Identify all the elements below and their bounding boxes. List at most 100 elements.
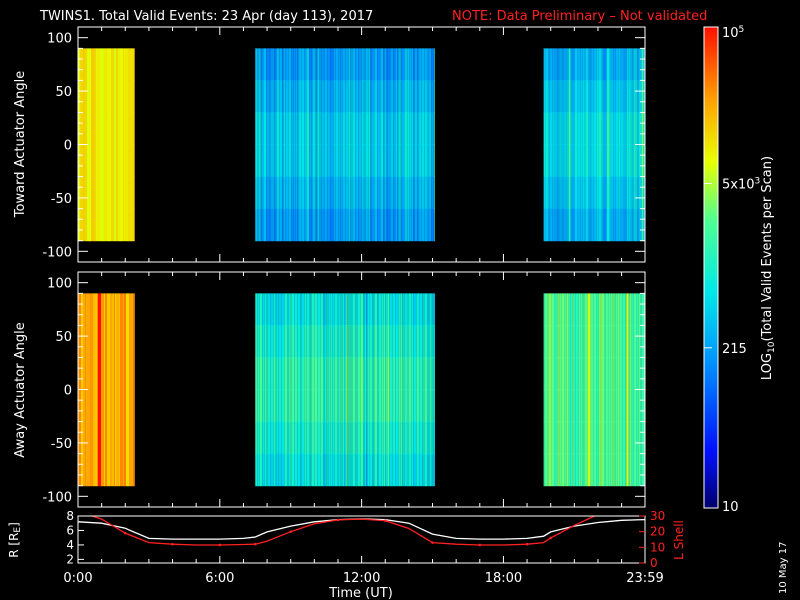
heatmap-cell [365,144,369,178]
heatmap-cell [598,176,602,210]
heatmap-cell [350,293,352,327]
heatmap-cell [603,48,607,82]
heatmap-cell [261,144,264,178]
heatmap-cell [374,208,378,242]
heatmap-cell [623,112,625,146]
heatmap-cell [593,176,597,210]
heatmap-cell [283,144,286,178]
heatmap-cell [413,48,415,82]
heatmap-cell [566,293,569,327]
heatmap-cell [125,208,128,242]
heatmap-cell [559,293,562,327]
heatmap-cell [630,208,632,242]
heatmap-cell [561,208,564,242]
heatmap-cell [633,80,636,114]
heatmap-cell [423,293,425,327]
heatmap-cell [114,453,115,487]
heatmap-cell [298,112,302,146]
heatmap-cell [431,144,434,178]
heatmap-cell [407,176,410,210]
heatmap-cell [591,208,594,242]
heatmap-cell [120,112,123,146]
heatmap-cell [548,144,550,178]
heatmap-cell [363,293,365,327]
heatmap-cell [95,389,97,423]
heatmap-cell [573,357,576,391]
heatmap-cell [636,144,638,178]
heatmap-cell [301,325,305,359]
heatmap-cell [275,293,277,327]
heatmap-cell [626,48,629,82]
heatmap-cell [552,176,555,210]
heatmap-cell [580,112,583,146]
heatmap-cell [429,453,432,487]
heatmap-cell [276,421,279,455]
heatmap-cell [338,293,341,327]
heatmap-cell [568,389,571,423]
heatmap-cell [378,389,382,423]
heatmap-cell [351,421,353,455]
heatmap-cell [421,80,425,114]
heatmap-cell [270,80,274,114]
heatmap-cell [582,453,584,487]
heatmap-cell [610,112,614,146]
heatmap-cell [631,144,633,178]
heatmap-cell [321,48,325,82]
heatmap-cell [116,389,119,423]
heatmap-cell [411,176,414,210]
heatmap-cell [314,293,318,327]
heatmap-cell [352,357,356,391]
heatmap-cell [345,208,349,242]
heatmap-cell [364,80,366,114]
heatmap-cell [87,48,90,82]
heatmap-cell [363,208,365,242]
heatmap-cell [617,389,620,423]
heatmap-cell [411,293,414,327]
heatmap-cell [306,144,310,178]
y-tick-label: 0 [64,139,72,154]
heatmap-cell [304,176,307,210]
heatmap-cell [397,112,399,146]
lshell-point [525,542,529,546]
heatmap-cell [373,325,375,359]
heatmap-cell [549,144,553,178]
y-tick-label: 100 [47,277,72,292]
heatmap-cell [641,293,645,327]
heatmap-cell [386,208,388,242]
heatmap-cell [368,112,371,146]
data-preliminary-note: NOTE: Data Preliminary – Not validated [452,9,707,24]
heatmap-cell [306,208,310,242]
heatmap-cell [340,80,343,114]
heatmap-cell [427,389,429,423]
heatmap-cell [618,176,621,210]
heatmap-cell [387,112,391,146]
heatmap-cell [570,453,573,487]
heatmap-cell [561,453,565,487]
heatmap-cell [640,421,642,455]
heatmap-cell [568,293,571,327]
heatmap-cell [631,453,634,487]
heatmap-cell [333,176,336,210]
heatmap-cell [312,208,316,242]
heatmap-cell [636,293,639,327]
heatmap-cell [583,293,585,327]
heatmap-cell [552,80,555,114]
heatmap-cell [356,357,358,391]
heatmap-cell [610,144,614,178]
heatmap-cell [267,293,271,327]
heatmap-cell [392,293,396,327]
heatmap-cell [544,421,548,455]
heatmap-cell [427,80,429,114]
heatmap-cell [584,208,586,242]
heatmap-cell [348,293,350,327]
heatmap-cell [598,80,602,114]
heatmap-cell [276,176,280,210]
heatmap-cell [434,144,435,178]
heatmap-cell [571,48,575,82]
heatmap-cell [558,293,560,327]
heatmap-cell [98,389,101,423]
heatmap-cell [327,357,329,391]
heatmap-cell [401,112,405,146]
heatmap-cell [367,389,370,423]
heatmap-cell [419,293,423,327]
